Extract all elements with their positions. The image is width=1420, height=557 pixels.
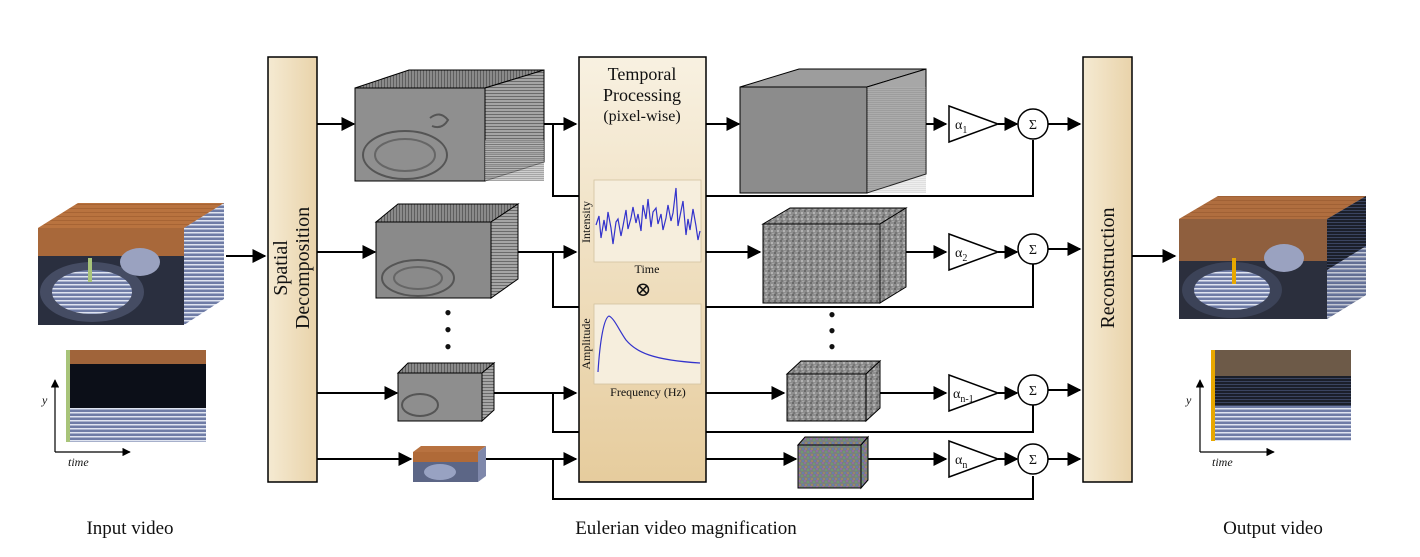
level-1-cube [354,69,545,182]
spatial-label-line2: Decomposition [292,207,314,329]
svg-text:Σ: Σ [1029,243,1037,258]
branch-lines [486,117,1034,500]
filtered-cube-1 [739,68,927,194]
output-slice [1211,350,1351,441]
output-axes: y time [1185,379,1275,469]
input-slice [66,350,206,442]
intensity-plot-frame [593,179,702,263]
output-y-axis-label: y [1185,393,1192,407]
temporal-processing-block: Temporal Processing (pixel-wise) Intensi… [578,56,707,483]
amplifier-alpha-2: α2 [948,232,1001,272]
input-y-axis-label: y [41,393,48,407]
sum-node-n: Σ [1017,443,1049,475]
intensity-ylabel: Intensity [579,201,593,243]
input-video-caption: Input video [86,518,173,539]
amplifier-alpha-n: αn [948,439,1001,479]
amplitude-plot-frame [593,303,702,385]
svg-text:•: • [444,334,452,359]
svg-text:αn: αn [955,453,967,471]
svg-text:Σ: Σ [1029,453,1037,468]
multiply-symbol: ⊗ [635,279,652,301]
output-marker [1232,258,1236,284]
sum-node-1: Σ [1017,108,1049,140]
svg-text:αn-1: αn-1 [953,387,974,405]
input-time-axis-label: time [68,455,89,469]
eulerian-caption: Eulerian video magnification [575,518,797,539]
spatial-label-line1: Spatial [270,240,292,296]
svg-text:•: • [828,318,836,343]
input-video-cube [38,203,224,325]
sum-node-2: Σ [1017,233,1049,265]
intensity-signal [595,187,701,245]
svg-text:•: • [828,302,836,327]
output-video-caption: Output video [1223,518,1323,539]
amplitude-ylabel: Amplitude [579,318,593,369]
svg-text:•: • [444,300,452,325]
input-axes: y time [41,379,131,469]
amplifier-alpha-n-1: αn-1 [948,373,1001,413]
left-ellipsis: • • • [444,300,452,359]
svg-text:Σ: Σ [1029,118,1037,133]
amplitude-curve [597,315,701,373]
temporal-label-line2: Processing [603,85,681,105]
filtered-cube-n [796,435,870,490]
temporal-label-line1: Temporal [608,64,677,84]
amplitude-xlabel: Frequency (Hz) [610,385,686,399]
filtered-cube-n-1 [785,359,882,423]
amplifier-alpha-1: α1 [948,104,1001,144]
right-ellipsis: • • • [828,302,836,359]
svg-text:α2: α2 [955,246,967,264]
input-marker [88,258,92,282]
svg-text:•: • [828,334,836,359]
svg-text:Σ: Σ [1029,384,1037,399]
temporal-label-line3: (pixel-wise) [603,108,680,125]
reconstruction-label: Reconstruction [1097,207,1119,328]
intensity-xlabel: Time [635,262,660,276]
output-time-axis-label: time [1212,455,1233,469]
svg-text:α1: α1 [955,118,967,136]
filtered-cube-2 [761,207,908,304]
spatial-decomposition-block: Spatial Decomposition [267,56,318,483]
level-n-cube [413,446,486,482]
output-video-cube [1179,196,1366,319]
reconstruction-block: Reconstruction [1082,56,1133,483]
svg-text:•: • [444,317,452,342]
level-2-cube [374,203,520,299]
sum-node-n-1: Σ [1017,374,1049,406]
level-n-1-cube [396,361,496,423]
